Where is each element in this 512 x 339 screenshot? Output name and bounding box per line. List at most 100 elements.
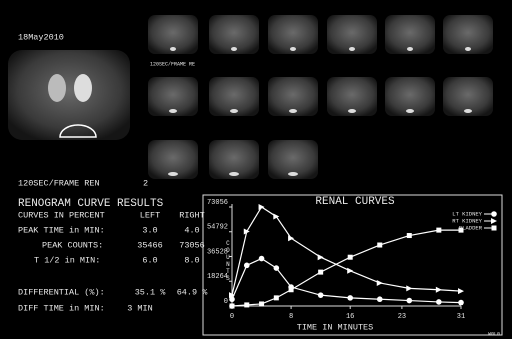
row-label: DIFFERENTIAL (%):: [18, 287, 105, 297]
kidney-image: [8, 50, 130, 140]
frame-spot: [169, 109, 177, 113]
row-value: 6.0: [142, 255, 157, 265]
marker: [258, 255, 265, 262]
legend-label: RT KIDNEY: [452, 217, 482, 224]
frame: [268, 140, 318, 179]
row-label: T 1/2 in MIN:: [34, 255, 100, 265]
frame: [148, 15, 198, 54]
marker: [273, 213, 280, 220]
row-label: CURVES IN PERCENT: [18, 210, 105, 220]
row-label: DIFF TIME in MIN:: [18, 303, 105, 313]
marker: [229, 292, 235, 299]
frame: [209, 15, 259, 54]
frame-label: 120SEC/FRAME REN: [18, 178, 100, 188]
frame-label-small: 120SEC/FRAME RE: [150, 61, 195, 67]
frame: [385, 77, 435, 116]
marker: [458, 227, 464, 233]
row-value: 64.9 %: [177, 287, 209, 297]
frame: [209, 77, 259, 116]
x-tick-label: 8: [289, 313, 293, 321]
x-tick-label: 31: [457, 313, 465, 321]
frame-spot: [406, 109, 414, 113]
row-value: 35.1 %: [135, 287, 167, 297]
frame-spot: [464, 109, 472, 113]
marker: [377, 242, 383, 248]
frame-spot: [465, 47, 471, 51]
frame: [443, 77, 493, 116]
marker: [406, 233, 412, 239]
row-value: 35466: [137, 240, 163, 250]
frame-grid: [148, 15, 493, 179]
x-axis-label: TIME IN MINUTES: [297, 322, 374, 332]
row-value: 3 MIN: [127, 303, 153, 313]
marker: [406, 285, 413, 292]
marker: [318, 269, 324, 275]
marker: [288, 235, 295, 242]
marker: [259, 301, 265, 307]
footer: W0L0: [488, 331, 500, 337]
marker: [435, 286, 442, 293]
frame-count: 2: [143, 178, 148, 188]
marker: [436, 299, 442, 305]
frame-spot: [289, 109, 297, 113]
x-tick-label: 23: [398, 313, 406, 321]
frame-spot: [288, 172, 298, 176]
marker: [376, 279, 383, 286]
frame-spot: [290, 47, 296, 51]
marker: [406, 297, 413, 304]
frame-spot: [231, 47, 237, 51]
marker: [347, 267, 354, 274]
plot: 0 18264 36528 54792 73056 0 8 16 23 31 LT KIDNEYRT…: [207, 199, 497, 321]
frame: [443, 15, 493, 54]
row-value: 4.0: [184, 225, 199, 235]
frame: [268, 15, 318, 54]
y-tick-label: 54792: [207, 224, 228, 232]
marker: [317, 254, 324, 261]
legend-label: LT KIDNEY: [452, 210, 482, 217]
frame-spot: [168, 172, 178, 176]
chart-frame: [202, 194, 503, 336]
row-label: PEAK TIME in MIN:: [18, 225, 105, 235]
frame: [385, 15, 435, 54]
marker: [229, 303, 235, 309]
y-tick-label: 36528: [207, 248, 228, 256]
frame-spot: [407, 47, 413, 51]
marker: [273, 295, 279, 301]
marker: [273, 265, 280, 271]
marker: [258, 204, 265, 210]
frame: [327, 15, 377, 54]
marker: [347, 254, 353, 260]
frame-spot: [349, 47, 355, 51]
frame: [148, 140, 198, 179]
marker: [458, 288, 464, 295]
row-value: 3.0: [142, 225, 157, 235]
frame-spot: [230, 109, 238, 113]
marker: [376, 296, 383, 303]
legend-marker: [491, 225, 497, 231]
frame-spot: [348, 109, 356, 113]
row-label: PEAK COUNTS:: [42, 240, 103, 250]
marker: [243, 228, 250, 235]
legend-marker: [491, 218, 497, 224]
marker: [229, 296, 235, 303]
marker: [288, 287, 294, 293]
marker: [317, 292, 324, 298]
chart-title: RENAL CURVES: [315, 196, 395, 208]
frame: [268, 77, 318, 116]
y-axis-label: COUNTS: [224, 240, 231, 282]
frame-spot: [170, 47, 176, 51]
legend-label: BLADDER: [459, 224, 483, 231]
row-value: 8.0: [184, 255, 199, 265]
results-title: RENOGRAM CURVE RESULTS: [18, 198, 164, 210]
legend-marker: [491, 211, 497, 217]
frame-spot: [229, 172, 239, 176]
marker: [458, 299, 464, 306]
row-value: 73056: [179, 240, 205, 250]
results-table: CURVES IN PERCENT LEFT RIGHT PEAK TIME in M…: [18, 210, 208, 313]
y-tick-label: 0: [224, 298, 228, 306]
marker: [244, 302, 250, 308]
marker: [347, 295, 353, 301]
y-tick-label: 18264: [207, 273, 228, 281]
